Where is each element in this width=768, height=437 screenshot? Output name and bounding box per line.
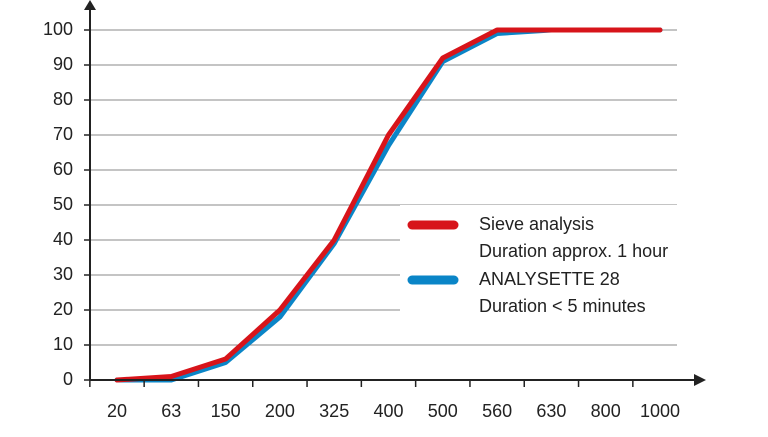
y-tick-label: 70	[53, 124, 73, 144]
x-tick-label: 325	[319, 401, 349, 421]
y-tick-label: 40	[53, 229, 73, 249]
y-tick-label: 100	[43, 19, 73, 39]
x-tick-label: 560	[482, 401, 512, 421]
x-tick-label: 1000	[640, 401, 680, 421]
x-tick-label: 200	[265, 401, 295, 421]
legend-label: ANALYSETTE 28	[479, 269, 620, 289]
y-tick-label: 10	[53, 334, 73, 354]
labels: 0 10 20 30 40 50 60 70 80 90 100 20 63 150 200 325 400 50…	[43, 19, 680, 421]
series-line	[114, 27, 663, 383]
lines	[114, 27, 663, 383]
legend: Sieve analysis Duration approx. 1 hour ANA…	[407, 214, 668, 316]
y-axis-arrow	[84, 0, 96, 10]
legend-description: Duration < 5 minutes	[479, 296, 646, 316]
y-tick-label: 80	[53, 89, 73, 109]
x-tick-label: 63	[161, 401, 181, 421]
x-tick-label: 150	[211, 401, 241, 421]
y-tick-label: 50	[53, 194, 73, 214]
x-tick-label: 630	[536, 401, 566, 421]
y-tick-label: 0	[63, 369, 73, 389]
y-tick-label: 90	[53, 54, 73, 74]
x-tick-label: 20	[107, 401, 127, 421]
y-tick-label: 30	[53, 264, 73, 284]
x-axis-arrow	[694, 374, 706, 386]
axes	[84, 0, 706, 387]
legend-label: Sieve analysis	[479, 214, 594, 234]
x-tick-label: 500	[428, 401, 458, 421]
x-tick-label: 400	[373, 401, 403, 421]
x-tick-label: 800	[591, 401, 621, 421]
y-tick-label: 20	[53, 299, 73, 319]
legend-description: Duration approx. 1 hour	[479, 241, 668, 261]
y-tick-label: 60	[53, 159, 73, 179]
